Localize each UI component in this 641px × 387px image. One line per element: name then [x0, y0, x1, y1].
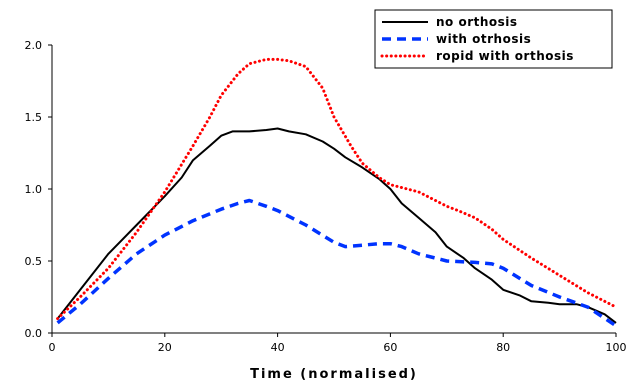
- series-lines: [56, 57, 618, 328]
- series-line-1: [56, 127, 617, 324]
- x-ticks: 0 20 40 60 80 100: [49, 333, 627, 354]
- y-tick-label: 0.5: [25, 255, 43, 268]
- plot-area: 0 20 40 60 80 100 0.0 0.5 1.0 1.5 2.0: [25, 39, 627, 354]
- x-tick-label: 20: [158, 341, 172, 354]
- series-line-3: [56, 57, 618, 321]
- x-tick-label: 80: [496, 341, 510, 354]
- legend: no orthosis with otrhosis ropid with ortho…: [374, 9, 613, 69]
- legend-label-2: with otrhosis: [436, 32, 531, 46]
- x-tick-label: 100: [606, 341, 627, 354]
- x-tick-label: 60: [383, 341, 397, 354]
- legend-label-3: ropid with orthosis: [436, 49, 574, 63]
- legend-label-1: no orthosis: [436, 15, 518, 29]
- series-line-2: [56, 198, 617, 328]
- y-tick-label: 1.5: [25, 111, 43, 124]
- y-ticks: 0.0 0.5 1.0 1.5 2.0: [25, 39, 52, 340]
- y-tick-label: 2.0: [25, 39, 43, 52]
- x-axis-title: Time (normalised): [250, 367, 418, 382]
- x-tick-label: 0: [49, 341, 56, 354]
- y-tick-label: 0.0: [25, 327, 43, 340]
- x-tick-label: 40: [271, 341, 285, 354]
- y-tick-label: 1.0: [25, 183, 43, 196]
